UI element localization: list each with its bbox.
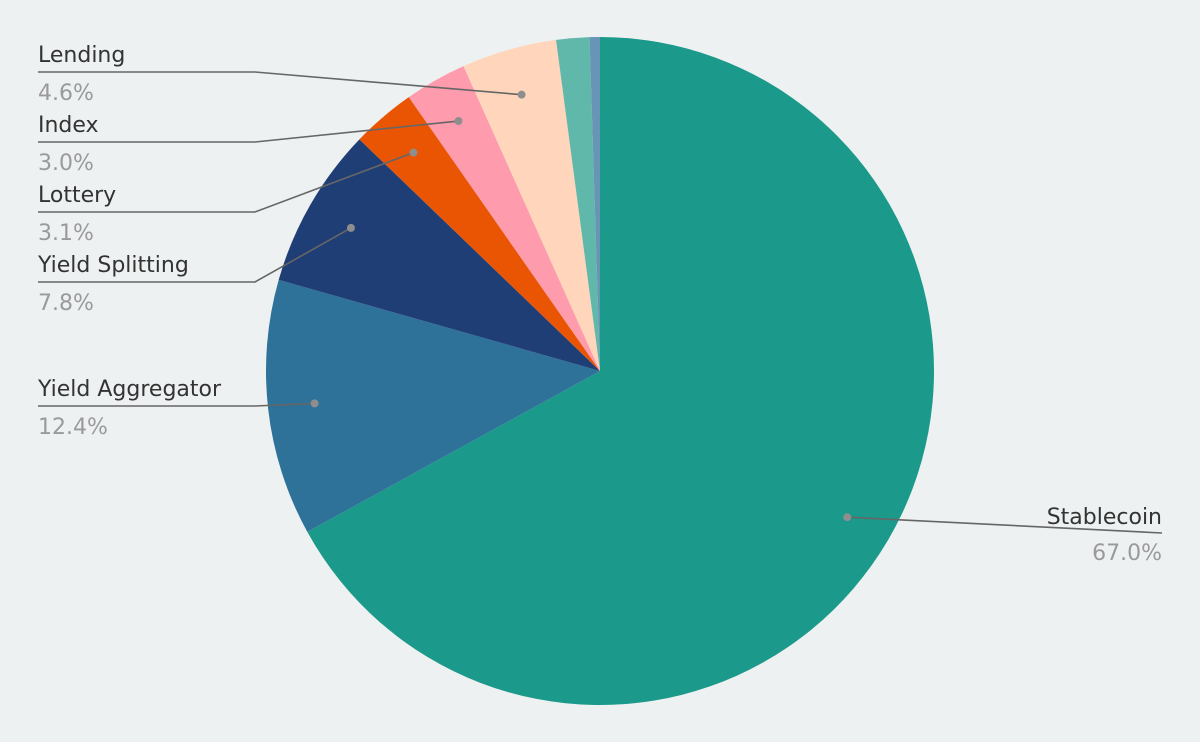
label-lending-percent: 4.6% — [38, 81, 94, 106]
pie-slice-unlabeled-7 — [589, 37, 600, 371]
label-lottery-name: Lottery — [38, 183, 116, 208]
label-yield-splitting-percent: 7.8% — [38, 291, 94, 316]
leader-dot-index — [454, 117, 463, 126]
label-stablecoin-name: Stablecoin — [1047, 505, 1162, 530]
leader-line-lending — [38, 71, 522, 96]
label-stablecoin-percent: 67.0% — [1092, 541, 1162, 566]
pie-slice-unlabeled-6 — [556, 37, 600, 372]
leader-dot-lottery — [409, 148, 418, 157]
pie-slice-lending — [463, 39, 600, 371]
pie-slices — [266, 37, 934, 705]
leader-line-yield-splitting — [38, 227, 352, 283]
leader-line-index — [38, 120, 459, 143]
pie-slice-yield-splitting — [278, 139, 600, 371]
leader-line-yield-aggregator — [38, 402, 315, 407]
pie-slice-stablecoin — [307, 37, 934, 705]
label-yield-aggregator-percent: 12.4% — [38, 415, 108, 440]
label-yield-splitting-name: Yield Splitting — [37, 253, 189, 278]
leader-line-stablecoin — [847, 516, 1163, 534]
label-leaders — [38, 71, 1163, 534]
leader-dot-lending — [517, 90, 526, 99]
leader-dot-stablecoin — [843, 513, 852, 522]
label-lending-name: Lending — [38, 43, 125, 68]
label-index-percent: 3.0% — [38, 151, 94, 176]
label-index-name: Index — [38, 113, 99, 138]
leader-dot-yield-splitting — [346, 223, 355, 232]
label-yield-aggregator-name: Yield Aggregator — [37, 377, 222, 402]
pie-slice-index — [408, 66, 600, 371]
leader-dot-yield-aggregator — [310, 399, 319, 408]
pie-slice-lottery — [359, 97, 600, 372]
pie-slice-yield-aggregator — [266, 279, 600, 532]
label-lottery-percent: 3.1% — [38, 221, 94, 246]
leader-line-lottery — [38, 151, 414, 213]
